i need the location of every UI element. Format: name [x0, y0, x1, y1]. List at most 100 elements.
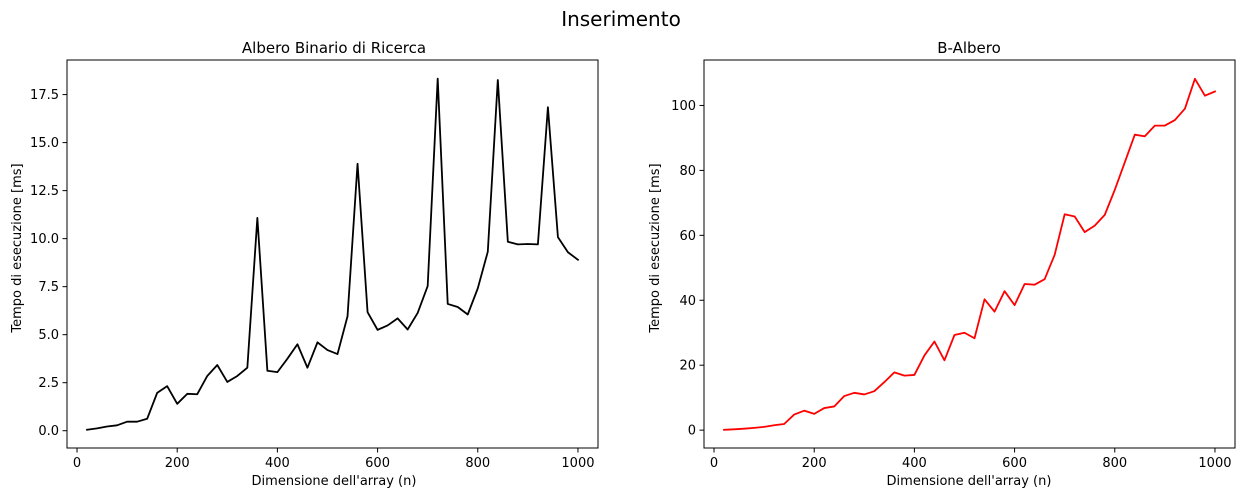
data-point [256, 217, 258, 219]
data-point [933, 340, 936, 343]
data-point [497, 79, 499, 81]
x-tick-label: 0 [73, 456, 81, 471]
data-point [156, 392, 158, 394]
data-point [457, 306, 459, 308]
data-point [176, 403, 178, 405]
data-point [1174, 119, 1176, 121]
data-point [873, 390, 875, 392]
data-point [246, 367, 248, 369]
x-tick-label: 800 [1102, 456, 1127, 471]
data-point [567, 251, 569, 253]
data-point [1154, 124, 1156, 127]
data-point [1003, 290, 1006, 292]
data-point [407, 328, 409, 331]
series-line [723, 77, 1217, 431]
y-tick-label: 10.0 [30, 232, 59, 247]
data-point [1164, 124, 1166, 127]
data-point [126, 421, 128, 423]
data-point [953, 334, 956, 336]
chart-panel-bst: Albero Binario di Ricerca Dimensione del… [10, 39, 599, 489]
y-tick-label: 7.5 [38, 280, 59, 295]
y-tick-label: 17.5 [30, 88, 59, 103]
data-point [236, 375, 238, 377]
data-point [923, 354, 926, 357]
x-tick-label: 200 [802, 456, 827, 471]
x-tick-label: 1000 [1198, 456, 1231, 471]
data-point [813, 413, 815, 415]
data-point [397, 317, 399, 319]
data-point [537, 243, 539, 245]
x-tick-label: 1000 [561, 456, 594, 471]
data-point [346, 315, 349, 317]
data-point [1094, 224, 1096, 227]
data-point [993, 311, 996, 313]
data-point [507, 241, 509, 243]
y-tick-label: 15.0 [30, 136, 59, 151]
axis-ticks: 0 200 400 600 800 1000 0 20 40 60 80 100 [671, 99, 1231, 471]
data-point [1104, 214, 1106, 216]
chart-title: B-Albero [937, 39, 1001, 57]
data-point [1064, 213, 1066, 215]
x-axis-label: Dimensione dell'array (n) [887, 474, 1052, 489]
data-point [437, 78, 439, 80]
data-point [467, 313, 469, 316]
data-point [306, 367, 309, 369]
data-point [973, 337, 976, 339]
data-point [286, 358, 289, 360]
data-point [753, 427, 755, 429]
y-tick-label: 5.0 [38, 328, 59, 343]
data-point [166, 385, 168, 387]
data-point [893, 371, 895, 373]
data-point [1144, 135, 1146, 137]
axes-frame [703, 59, 1236, 449]
data-point [783, 423, 785, 425]
data-point [793, 413, 795, 416]
x-tick-label: 600 [365, 456, 390, 471]
data-point [96, 427, 98, 430]
data-point [417, 312, 419, 314]
data-point [387, 324, 389, 327]
data-point [316, 341, 319, 343]
data-point [803, 410, 805, 412]
x-tick-label: 600 [1002, 456, 1027, 471]
x-tick-label: 200 [165, 456, 190, 471]
data-point [577, 259, 579, 261]
data-point [557, 236, 559, 238]
data-point [136, 421, 138, 423]
axes-frame [66, 59, 599, 449]
data-point [1184, 108, 1186, 110]
data-point [266, 370, 268, 372]
data-point [427, 285, 429, 287]
data-point [527, 243, 529, 245]
chart-title: Albero Binario di Ricerca [242, 39, 426, 57]
y-tick-label: 40 [679, 294, 696, 309]
data-point [226, 381, 228, 383]
data-point [1044, 278, 1046, 280]
y-tick-label: 2.5 [38, 376, 59, 391]
data-point [1013, 304, 1016, 306]
data-point [487, 251, 489, 253]
data-point [863, 393, 865, 396]
data-point [186, 393, 188, 395]
plot-area [723, 77, 1217, 431]
data-point [1084, 231, 1086, 233]
data-point [206, 375, 208, 377]
data-point [833, 405, 835, 408]
y-tick-label: 20 [679, 359, 696, 374]
data-point [1204, 95, 1206, 97]
data-point [106, 425, 108, 428]
x-axis-label: Dimensione dell'array (n) [252, 474, 417, 489]
plot-area [86, 77, 580, 431]
data-point [146, 418, 148, 420]
data-point [763, 426, 765, 428]
y-axis-label: Tempo di esecuzione [ms] [648, 163, 663, 333]
chart-panel-btree: B-Albero Dimensione dell'array (n) Tempo… [648, 39, 1236, 489]
y-tick-label: 12.5 [30, 184, 59, 199]
data-point [743, 428, 745, 430]
data-point [733, 428, 735, 430]
data-point [276, 371, 278, 373]
y-tick-label: 60 [679, 229, 696, 244]
data-point [723, 429, 725, 431]
data-point [913, 374, 916, 376]
